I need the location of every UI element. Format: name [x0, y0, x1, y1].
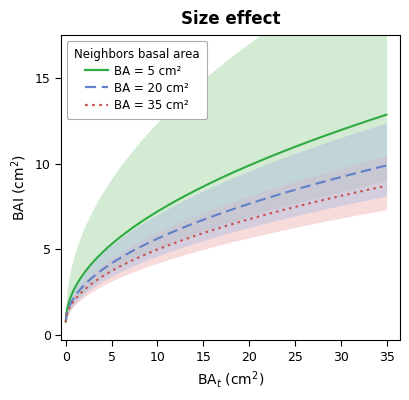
Title: Size effect: Size effect	[180, 10, 280, 28]
X-axis label: BA$_t$ (cm$^2$): BA$_t$ (cm$^2$)	[197, 369, 264, 390]
Y-axis label: BAI (cm$^2$): BAI (cm$^2$)	[10, 154, 29, 221]
Legend: BA = 5 cm², BA = 20 cm², BA = 35 cm²: BA = 5 cm², BA = 20 cm², BA = 35 cm²	[67, 41, 207, 119]
